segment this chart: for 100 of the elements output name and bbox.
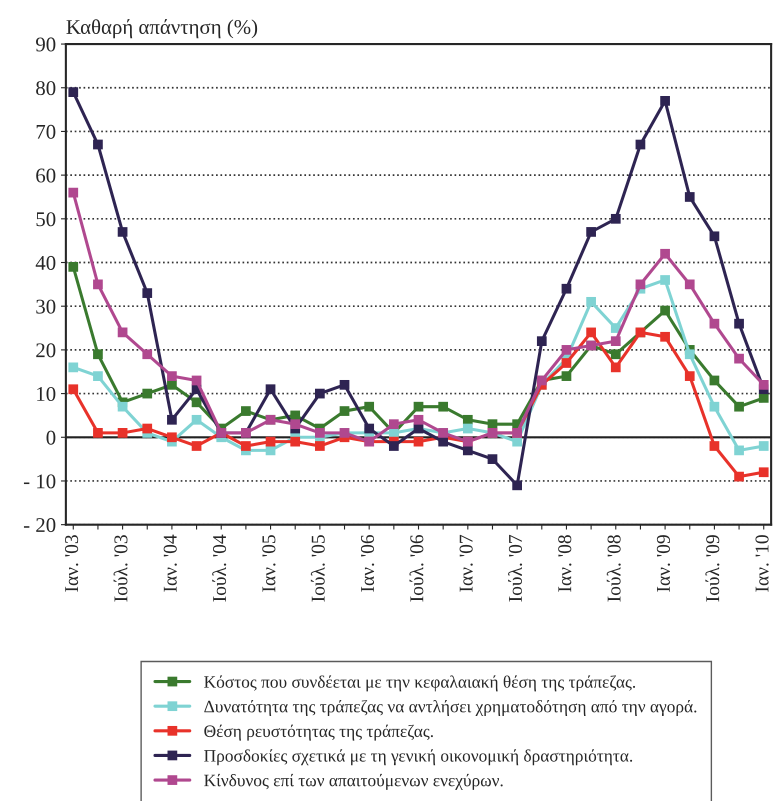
point xyxy=(167,371,177,381)
x-tick-label: Ιαν. '03 xyxy=(65,535,78,592)
x-tick-label: Ιούλ. '08 xyxy=(606,535,621,602)
point xyxy=(536,336,547,346)
point xyxy=(315,441,325,451)
point xyxy=(192,376,202,386)
point xyxy=(266,384,276,394)
point xyxy=(315,388,325,398)
point xyxy=(562,284,572,294)
point xyxy=(315,428,325,438)
point xyxy=(660,248,670,259)
x-tick-label: Ιαν. '05 xyxy=(262,535,276,592)
y-tick-label: 70 xyxy=(36,124,56,139)
y-tick-label: 50 xyxy=(36,212,56,226)
point xyxy=(414,402,424,412)
point xyxy=(241,406,251,416)
point xyxy=(610,362,621,372)
y-tick-label: 20 xyxy=(36,343,56,358)
point xyxy=(660,275,670,285)
point xyxy=(340,380,350,390)
y-tick-label: 60 xyxy=(36,168,56,183)
point xyxy=(586,227,596,237)
point xyxy=(684,349,695,360)
point xyxy=(142,388,152,398)
point xyxy=(388,419,399,430)
legend-label: Κόστος που συνδέεται με την κεφαλαιακή θέση της τράπεζας. xyxy=(204,675,636,692)
point xyxy=(758,467,769,478)
point xyxy=(118,328,128,338)
point xyxy=(758,441,769,451)
point xyxy=(512,480,522,490)
y-tick-label: 10 xyxy=(37,386,56,402)
point xyxy=(290,436,300,447)
point xyxy=(290,419,300,430)
point xyxy=(192,397,202,408)
y-tick-label: 0 xyxy=(46,430,56,445)
point xyxy=(636,140,646,150)
point xyxy=(364,424,374,434)
point xyxy=(68,87,78,97)
x-tick-label: Ιούλ. '04 xyxy=(212,534,226,602)
point xyxy=(610,336,621,346)
point xyxy=(734,472,744,482)
point xyxy=(488,419,498,430)
point xyxy=(462,424,473,434)
x-tick-label: Ιαν. '04 xyxy=(164,534,177,592)
point xyxy=(586,296,596,307)
point xyxy=(118,402,128,412)
point xyxy=(93,371,103,381)
x-tick-label: Ιούλ. '09 xyxy=(705,535,720,602)
point xyxy=(118,428,128,438)
point xyxy=(734,318,744,329)
x-tick-label: Ιαν. '06 xyxy=(360,534,374,592)
legend-label: Προσδοκίες σχετικά με τη γενική οικονομική δραστηριότητα. xyxy=(204,749,632,766)
point xyxy=(684,279,695,290)
y-tick-label: - 10 xyxy=(24,474,56,488)
x-tick-label: Ιούλ. '06 xyxy=(409,534,424,602)
point xyxy=(266,436,276,447)
point xyxy=(118,227,128,237)
y-axis-title: Καθαρή απάντηση (%) xyxy=(66,19,258,38)
point xyxy=(142,424,152,434)
point xyxy=(414,436,424,447)
point xyxy=(414,414,424,425)
point xyxy=(734,354,744,364)
point xyxy=(660,96,670,106)
point xyxy=(68,188,78,198)
legend-label: Θέση ρευστότητας της τράπεζας. xyxy=(204,724,433,741)
point xyxy=(364,402,374,412)
point xyxy=(142,349,152,360)
point xyxy=(660,306,670,316)
point xyxy=(734,402,744,412)
x-tick-label: Ιαν. '10 xyxy=(755,535,769,592)
y-tick-label: 30 xyxy=(36,300,56,314)
point xyxy=(388,441,399,451)
point xyxy=(562,371,572,381)
point xyxy=(636,279,646,290)
point xyxy=(93,140,103,150)
point xyxy=(68,362,78,372)
point xyxy=(438,402,448,412)
point xyxy=(610,214,621,224)
point xyxy=(266,446,276,456)
point xyxy=(710,441,720,451)
point xyxy=(93,349,103,360)
x-tick-label: Ιαν. '09 xyxy=(656,535,670,592)
point xyxy=(562,345,572,355)
point xyxy=(610,349,621,360)
point xyxy=(684,192,695,202)
point xyxy=(586,328,596,338)
legend-label: Δυνατότητα της τράπεζας να αντλήσει χρηματοδότηση από την αγορά. xyxy=(204,700,696,716)
x-tick-label: Ιούλ. '07 xyxy=(508,534,522,602)
point xyxy=(167,414,177,425)
y-tick-label: - 20 xyxy=(24,518,56,532)
point xyxy=(710,376,720,386)
legend-label: Κίνδυνος επί των απαιτούμενων ενεχύρων. xyxy=(204,774,503,790)
point xyxy=(660,332,670,342)
point xyxy=(684,371,695,381)
x-tick-label: Ιαν. '08 xyxy=(558,535,572,592)
point xyxy=(734,446,744,456)
point xyxy=(340,406,350,416)
point xyxy=(93,428,103,438)
point xyxy=(710,231,720,242)
point xyxy=(488,454,498,464)
